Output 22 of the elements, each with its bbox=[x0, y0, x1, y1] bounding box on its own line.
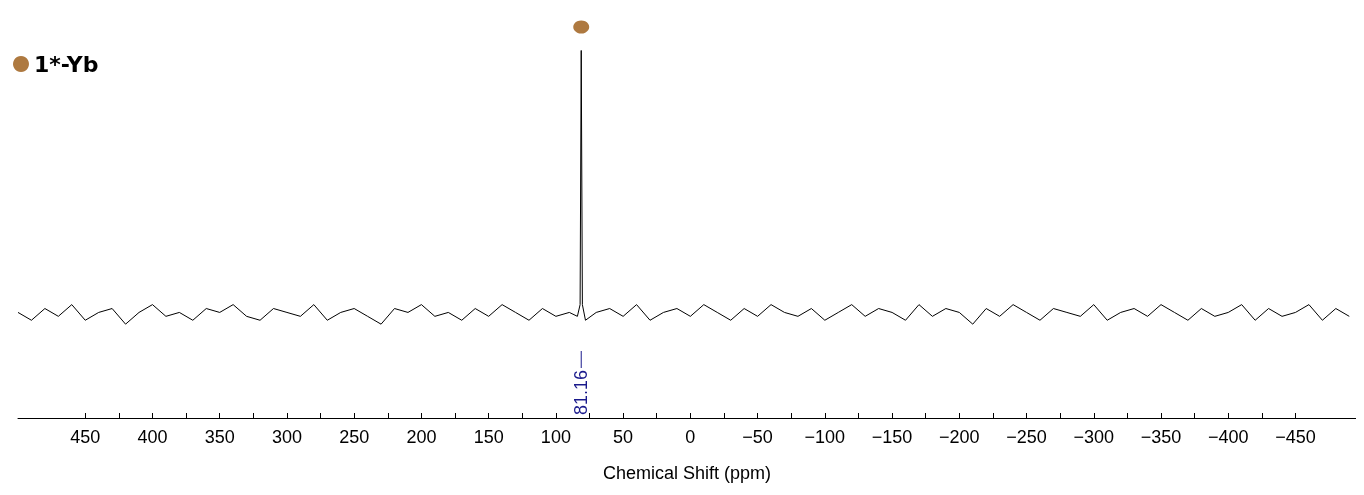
x-tick-label: −250 bbox=[1006, 427, 1047, 447]
x-tick-label: 250 bbox=[339, 427, 370, 447]
x-tick-label: 200 bbox=[406, 427, 437, 447]
x-tick-label: −100 bbox=[804, 427, 846, 447]
x-tick-label: 450 bbox=[70, 427, 101, 447]
x-tick-label: 400 bbox=[137, 427, 168, 447]
x-tick-label: 300 bbox=[271, 427, 302, 447]
x-tick-label: 0 bbox=[685, 427, 696, 447]
x-tick-label: 50 bbox=[613, 427, 634, 447]
x-tick-label: −150 bbox=[871, 427, 913, 447]
x-tick-label: 350 bbox=[204, 427, 235, 447]
legend-label: 1*-Yb bbox=[34, 51, 99, 77]
x-tick-label: −200 bbox=[939, 427, 980, 447]
x-tick-label: −50 bbox=[742, 427, 773, 447]
x-tick-label: 150 bbox=[473, 427, 504, 447]
x-tick-label: 100 bbox=[540, 427, 571, 447]
x-tick-label: −400 bbox=[1207, 427, 1249, 447]
x-tick-label: −450 bbox=[1275, 427, 1316, 447]
x-axis-title: Chemical Shift (ppm) bbox=[602, 463, 772, 483]
annotation: 81.16 bbox=[571, 370, 592, 416]
x-tick-label: −300 bbox=[1073, 427, 1115, 447]
x-tick-label: −350 bbox=[1140, 427, 1182, 447]
